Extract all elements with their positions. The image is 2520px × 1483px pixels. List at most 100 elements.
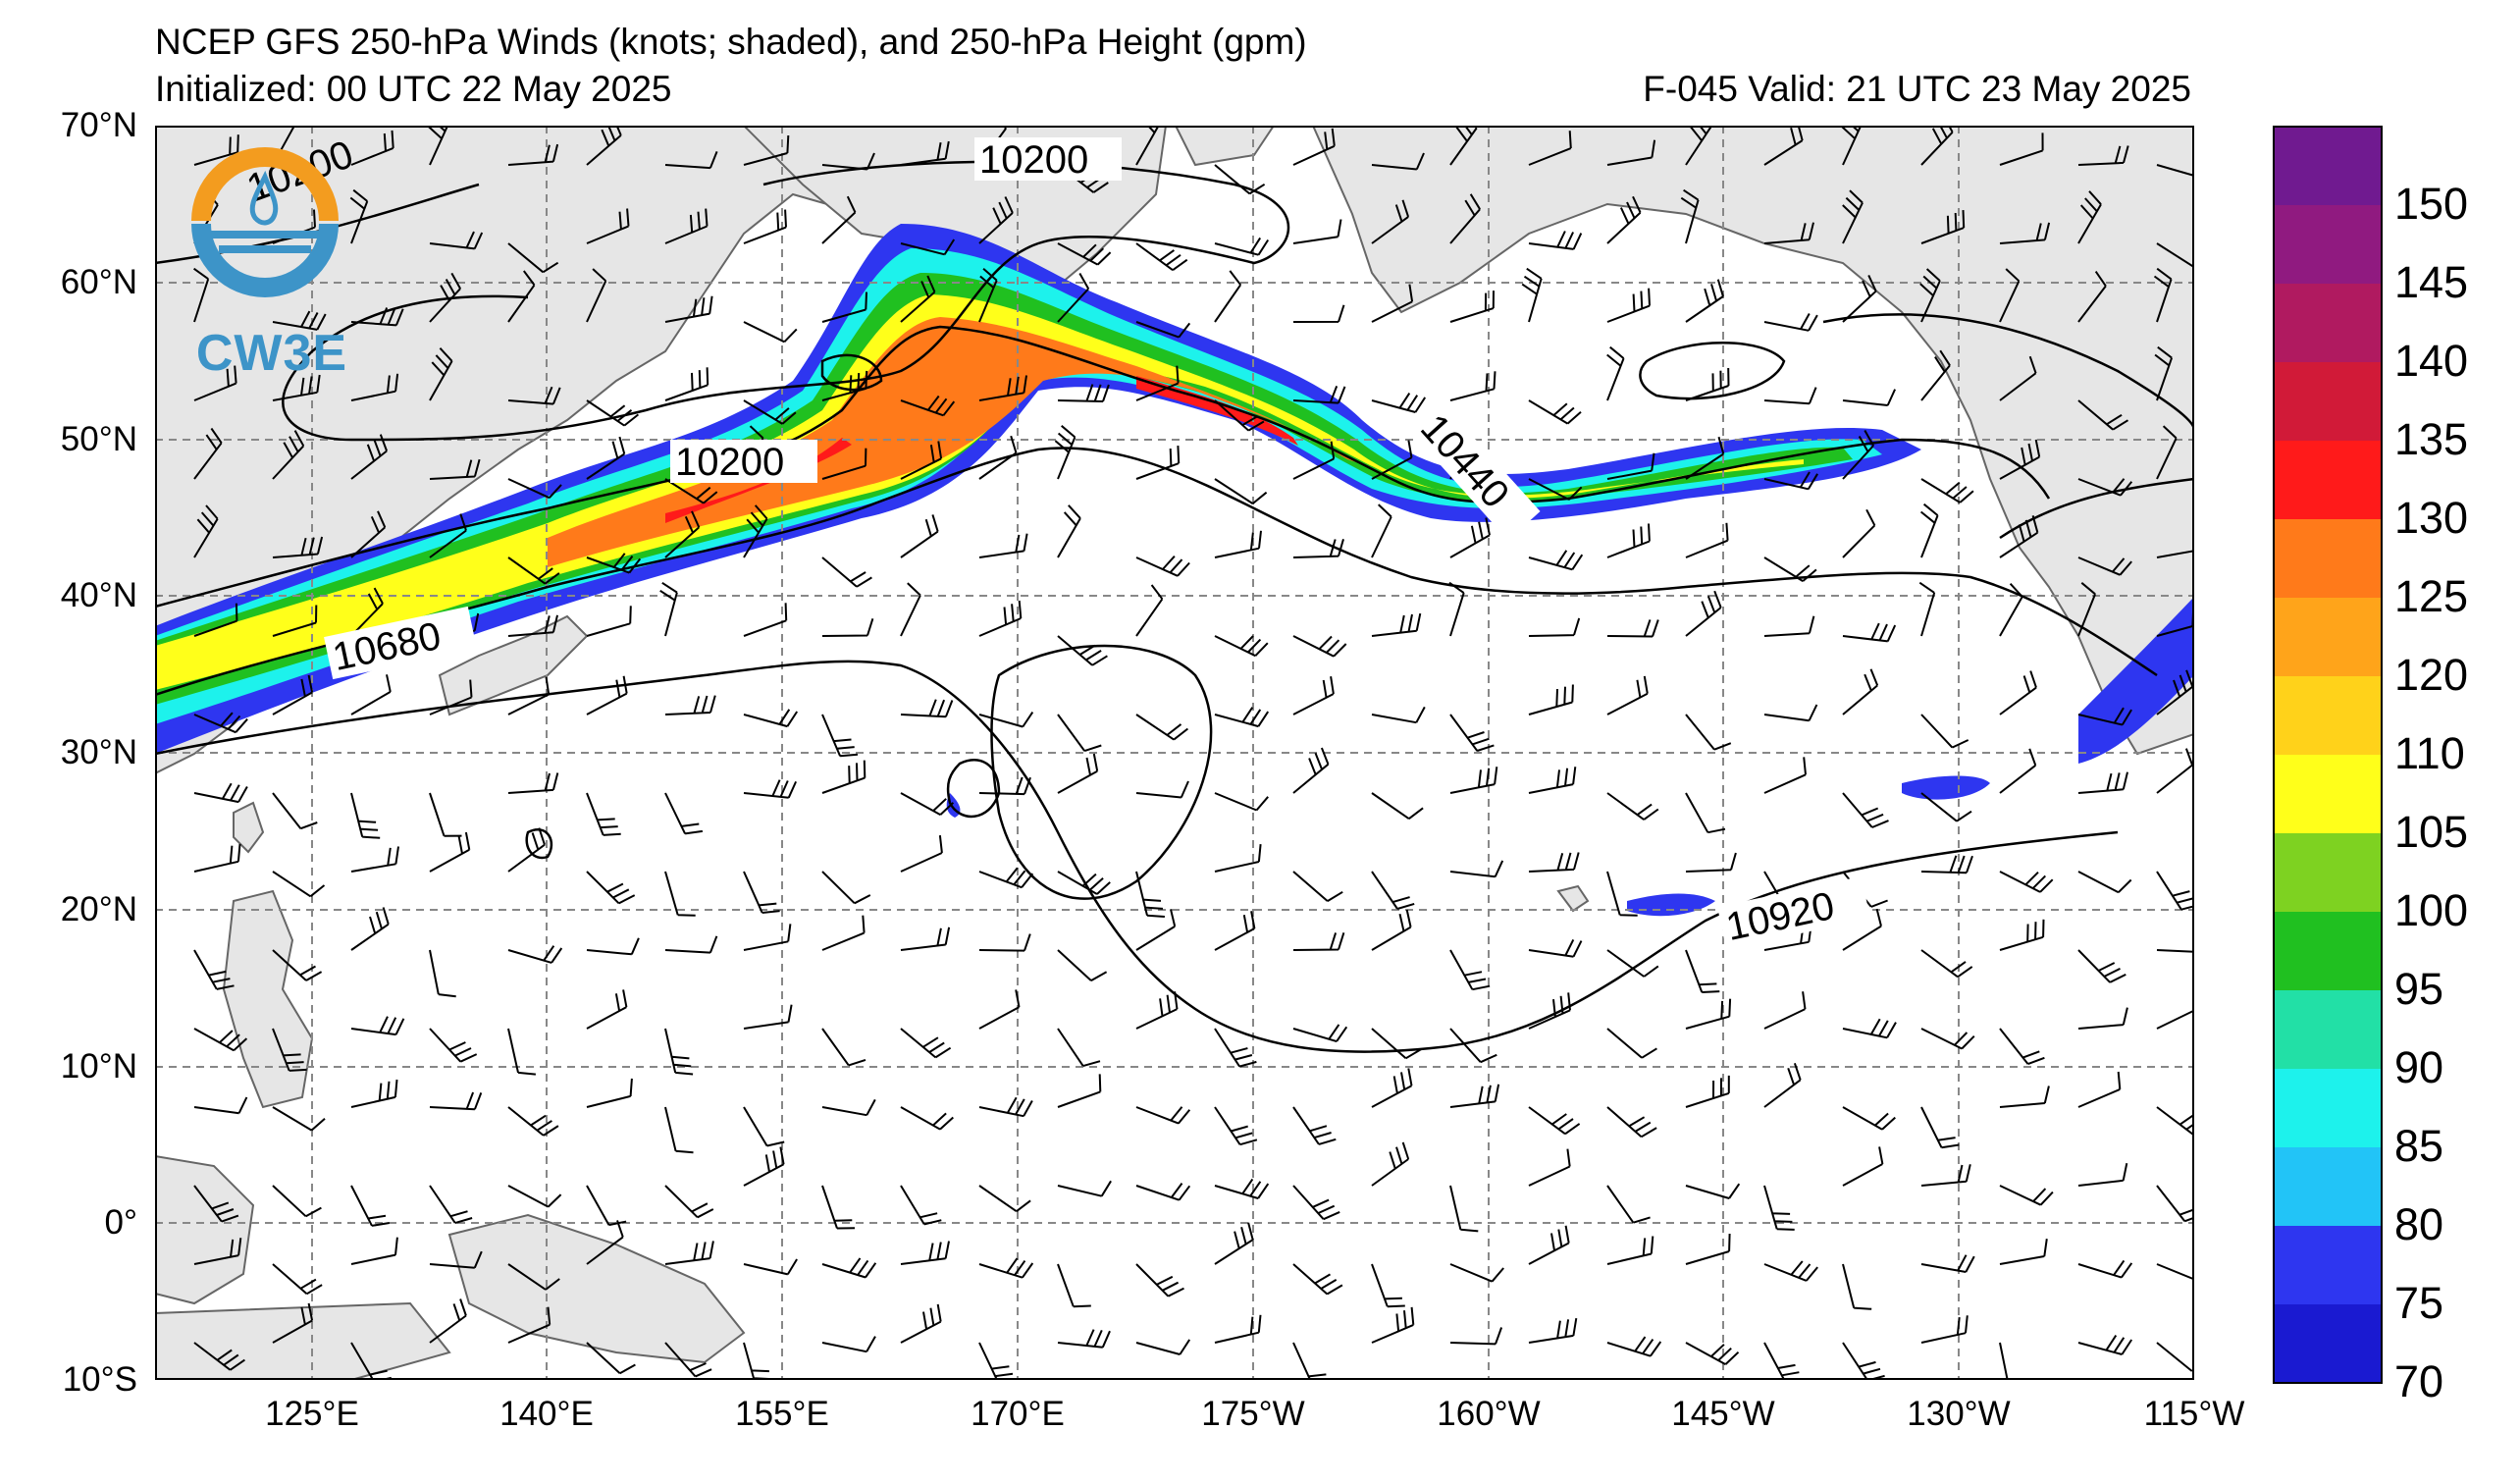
wind-barb (1292, 747, 1330, 794)
colorbar-label-75: 75 (2394, 1278, 2444, 1328)
wind-barb (821, 291, 867, 323)
wind-barb (900, 140, 950, 166)
wind-barb (193, 712, 248, 734)
cw3e-water-drop-icon (191, 147, 339, 297)
wind-barb (2156, 991, 2194, 1030)
wind-barb (1920, 792, 1972, 822)
wind-barb (2156, 669, 2194, 715)
wind-barb (507, 242, 559, 274)
wind-barb (350, 307, 404, 327)
colorbar-segment (2274, 205, 2382, 284)
wind-barb (507, 614, 558, 637)
wind-barb (2156, 748, 2194, 794)
wind-barb (900, 699, 954, 718)
wind-barb (1999, 871, 2054, 893)
wind-barb (507, 827, 546, 873)
wind-barb (2077, 556, 2132, 576)
wind-barb (193, 504, 219, 558)
wind-barb (507, 676, 551, 715)
wind-barb (1135, 909, 1177, 951)
wind-barb (1606, 1236, 1654, 1265)
wind-barb (507, 1306, 551, 1344)
wind-barb (743, 709, 799, 728)
wind-barb (1371, 440, 1413, 480)
wind-barb (272, 1028, 307, 1072)
land-hawaii (1556, 884, 1590, 913)
wind-barb (978, 1185, 1031, 1213)
colorbar-label-140: 140 (2394, 336, 2469, 386)
wind-barb (1680, 188, 1700, 244)
wind-barb (900, 792, 955, 816)
wind-barb (1842, 1263, 1872, 1310)
wind-barb (586, 1220, 624, 1265)
wind-barb (821, 556, 872, 588)
wind-barb (1685, 590, 1722, 637)
wind-barb (1999, 268, 2021, 323)
wind-barb (2077, 949, 2126, 983)
wind-barb (272, 1263, 323, 1296)
wind-barb (428, 126, 449, 166)
lat-label-60n: 60°N (60, 263, 137, 301)
colorbar-label-135: 135 (2394, 414, 2469, 464)
colorbar-segment (2274, 441, 2382, 519)
wind-barb (1685, 714, 1732, 751)
wind-barb (1685, 998, 1732, 1030)
wind-barb (2156, 1342, 2194, 1372)
wind-barb (429, 831, 471, 873)
wind-barb (1920, 1254, 1975, 1273)
wind-barb (821, 871, 871, 905)
wind-barb (1842, 668, 1879, 715)
wind-barb (507, 1263, 560, 1291)
wind-barb (1214, 1314, 1262, 1344)
lon-label-175w: 175°W (1201, 1395, 1305, 1433)
wind-barb (2077, 1259, 2133, 1279)
wind-barb (350, 1016, 405, 1036)
wind-barb (2077, 582, 2097, 637)
wind-barb (1449, 1327, 1503, 1346)
wind-barb (1214, 911, 1256, 951)
wind-barb (1920, 1106, 1960, 1149)
wind-barb (900, 582, 921, 637)
wind-barb (1841, 126, 1863, 166)
wind-barb (978, 776, 1031, 796)
wind-barb (429, 1028, 478, 1063)
wind-barb (586, 606, 632, 637)
wind-barb (1606, 139, 1656, 166)
wind-barb (1135, 446, 1181, 480)
wind-barb (350, 373, 399, 401)
wind-barb (1528, 684, 1574, 715)
wind-barb (1449, 517, 1491, 558)
wind-barb (2154, 345, 2174, 401)
wind-barb (1763, 1062, 1802, 1108)
wind-barb (1135, 991, 1179, 1030)
colorbar-segment (2274, 1147, 2382, 1226)
wind-barb (1214, 237, 1270, 256)
wind-barb (1606, 288, 1651, 323)
lon-label-145w: 145°W (1671, 1395, 1775, 1433)
wind-barb (272, 310, 327, 331)
wind-barb (1999, 1028, 2045, 1066)
wind-barb (743, 1258, 798, 1276)
wind-barb (1214, 399, 1265, 432)
wind-barb (349, 188, 369, 244)
wind-barb (2077, 271, 2107, 323)
wind-barb (1371, 1141, 1410, 1187)
lat-label-10n: 10°N (60, 1047, 137, 1086)
wind-barb (978, 600, 1023, 637)
wind-barb (1842, 430, 1874, 480)
wind-barb (821, 915, 866, 951)
wind-barb (1528, 231, 1583, 250)
wind-barb (1449, 860, 1504, 878)
colorbar-segment (2274, 912, 2382, 990)
wind-barb (1528, 1225, 1570, 1265)
wind-barb (2156, 242, 2194, 269)
wind-barb (821, 195, 857, 244)
lat-label-70n: 70°N (60, 106, 137, 144)
wind-barb (2077, 1162, 2128, 1187)
wind-barb (1528, 1148, 1571, 1187)
wind-barb (1763, 556, 1817, 582)
colorbar-segment (2274, 519, 2382, 598)
contour-label-10200-mid: 10200 (675, 441, 784, 484)
wind-barb (193, 949, 235, 990)
wind-barb (1842, 1146, 1884, 1187)
